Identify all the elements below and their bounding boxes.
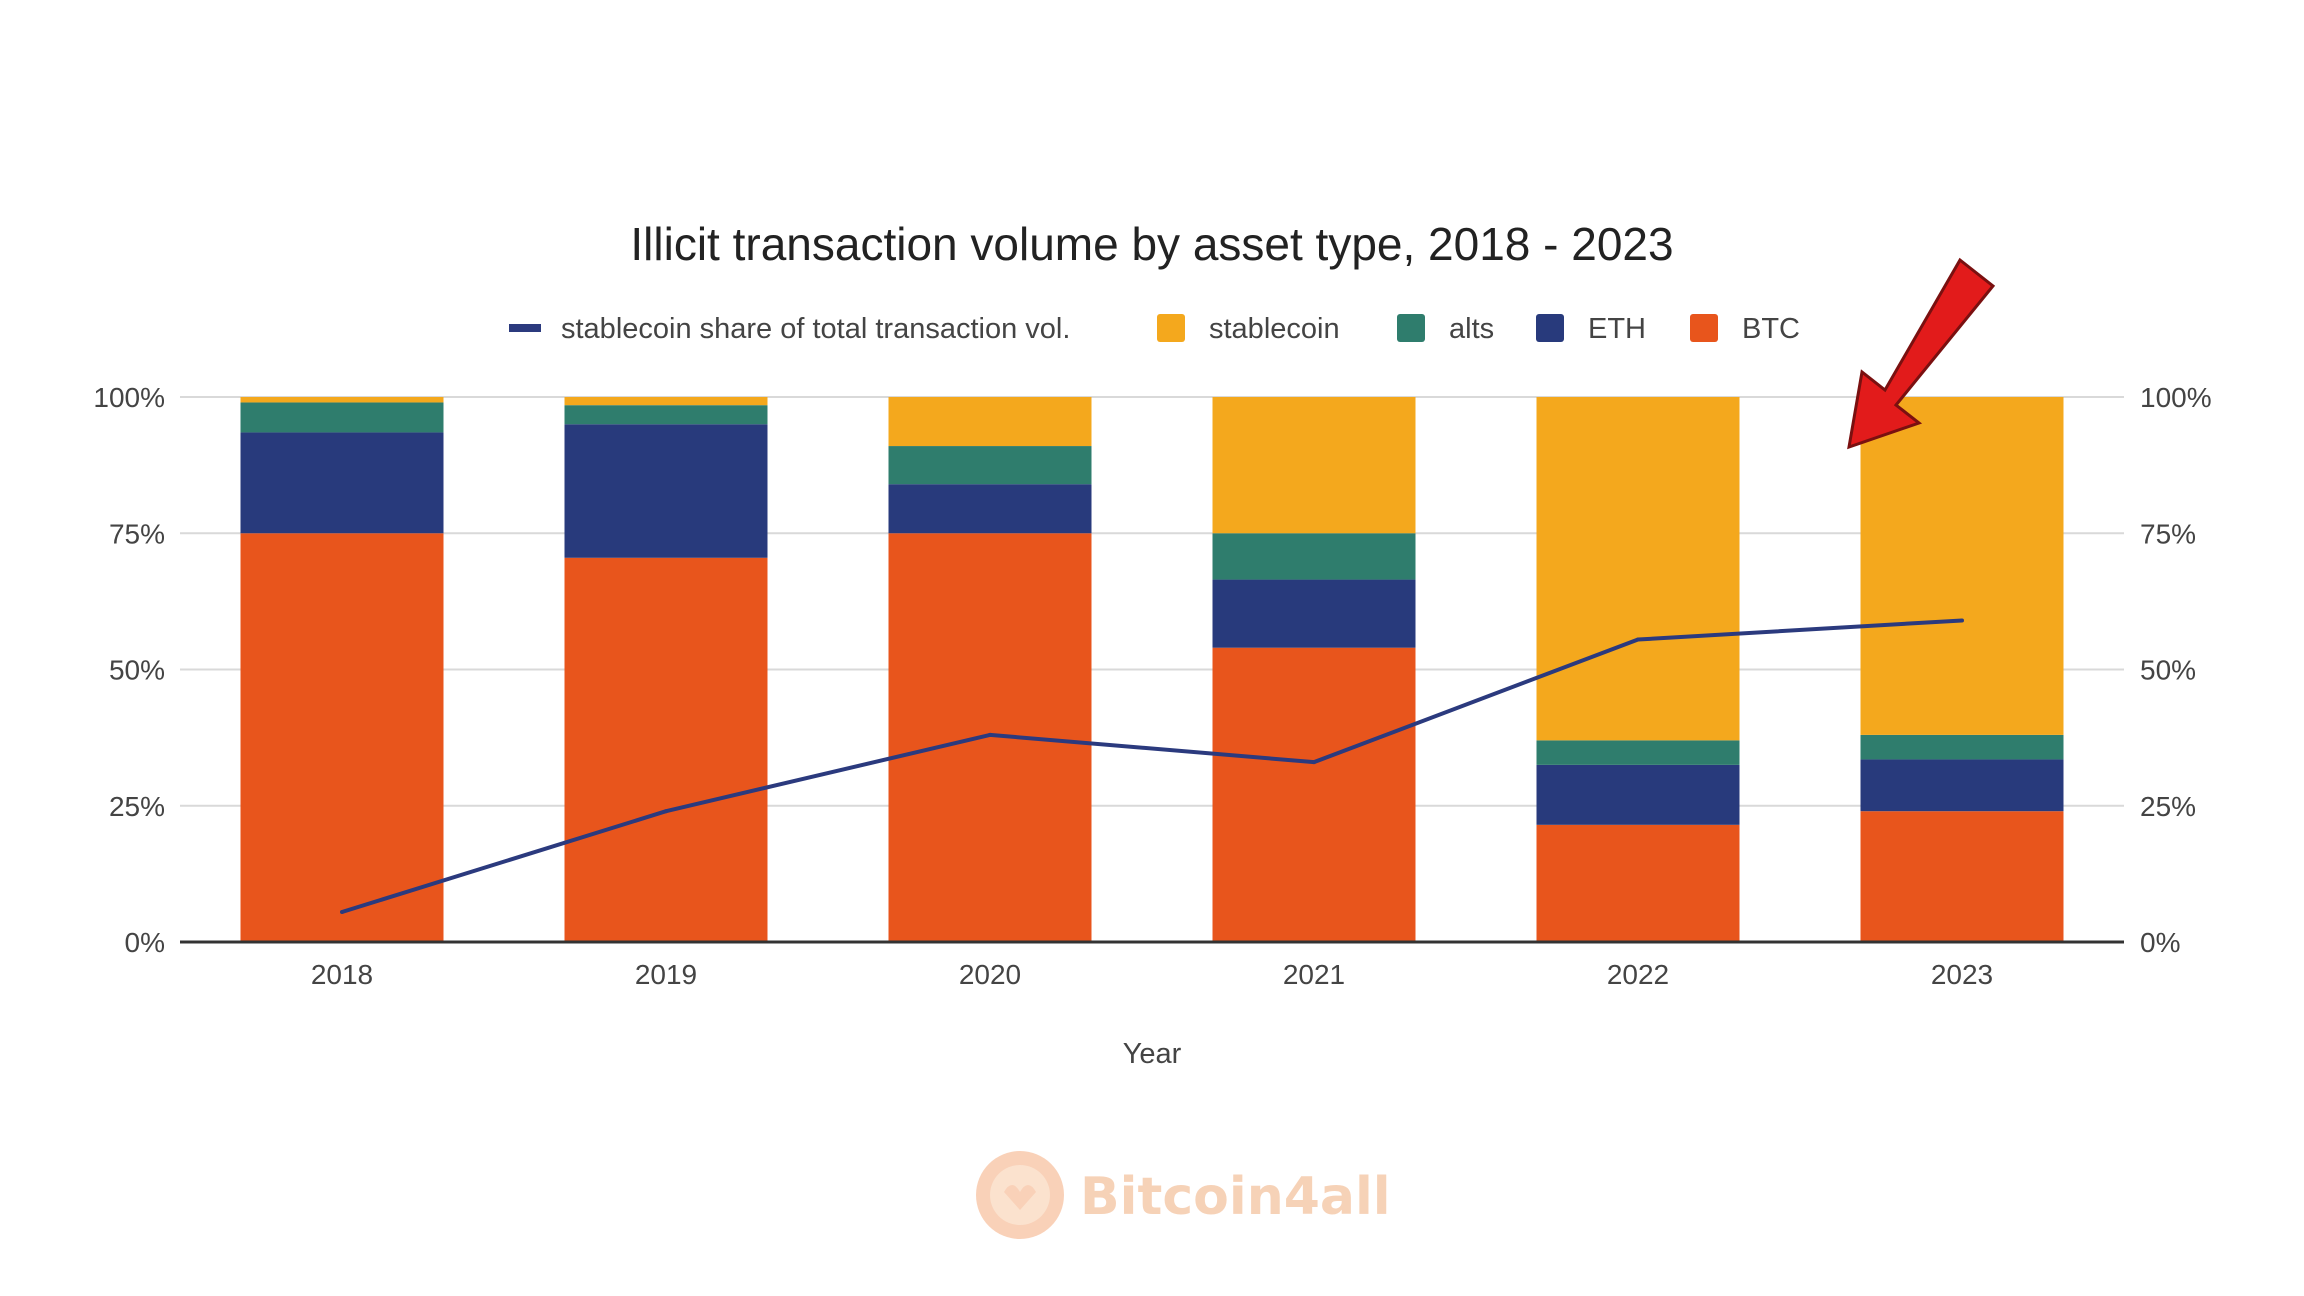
bar-segment-eth-2021 xyxy=(1212,579,1416,648)
bar-segment-stablecoin-2021 xyxy=(1212,397,1416,534)
legend-label: BTC xyxy=(1742,313,1800,345)
bar-segment-alts-2021 xyxy=(1212,533,1416,580)
y-tick-label-right: 100% xyxy=(2140,382,2212,413)
x-tick-label: 2020 xyxy=(959,959,1021,990)
legend-swatch-alts xyxy=(1397,314,1425,342)
watermark-text: Bitcoin4all xyxy=(1080,1167,1391,1227)
y-tick-label-right: 25% xyxy=(2140,791,2196,822)
legend-swatch-stablecoin xyxy=(1157,314,1185,342)
bar-segment-eth-2018 xyxy=(240,432,444,534)
x-axis-title: Year xyxy=(1123,1038,1182,1070)
watermark: Bitcoin4all xyxy=(976,1151,1391,1239)
y-tick-label-left: 75% xyxy=(109,518,165,549)
legend-label: ETH xyxy=(1588,313,1646,345)
bar-stack-group xyxy=(240,397,2064,942)
chart-axes: 0% 25% 50% 75% 100% 0% 25% 50% 75% 100% 2018 2019 20… xyxy=(93,382,2211,990)
bar-segment-btc-2022 xyxy=(1536,824,1740,942)
bar-segment-stablecoin-2023 xyxy=(1860,397,2064,735)
bar-segment-alts-2018 xyxy=(240,402,444,433)
legend-swatch-btc xyxy=(1690,314,1718,342)
bar-segment-eth-2023 xyxy=(1860,759,2064,812)
bar-segment-btc-2021 xyxy=(1212,647,1416,942)
bar-segment-eth-2022 xyxy=(1536,764,1740,825)
bar-segment-btc-2018 xyxy=(240,533,444,942)
y-tick-label-left: 0% xyxy=(125,927,165,958)
legend-label: alts xyxy=(1449,313,1494,345)
line-point xyxy=(664,809,668,814)
bar-segment-stablecoin-2022 xyxy=(1536,397,1740,741)
chart-legend: stablecoin share of total transaction vo… xyxy=(509,313,1800,345)
hands-coin-logo-icon xyxy=(976,1151,1064,1239)
red-arrow-icon xyxy=(1847,257,1996,450)
y-tick-label-left: 25% xyxy=(109,791,165,822)
line-point xyxy=(340,910,344,915)
bar-segment-alts-2019 xyxy=(564,405,768,425)
line-stablecoin-share xyxy=(341,618,1963,914)
y-tick-label-left: 100% xyxy=(93,382,165,413)
bar-segment-btc-2023 xyxy=(1860,811,2064,942)
bar-segment-stablecoin-2020 xyxy=(888,397,1092,447)
bar-segment-alts-2020 xyxy=(888,446,1092,485)
chart-title: Illicit transaction volume by asset type… xyxy=(630,218,1673,270)
line-point xyxy=(988,732,992,737)
y-tick-label-right: 75% xyxy=(2140,518,2196,549)
legend-swatch-line xyxy=(509,324,541,332)
y-tick-label-right: 50% xyxy=(2140,655,2196,686)
line-point xyxy=(1312,760,1316,765)
bar-segment-eth-2020 xyxy=(888,484,1092,534)
bar-segment-btc-2020 xyxy=(888,533,1092,942)
x-tick-label: 2019 xyxy=(635,959,697,990)
line-point xyxy=(1636,637,1640,642)
y-tick-label-right: 0% xyxy=(2140,927,2180,958)
y-tick-label-left: 50% xyxy=(109,655,165,686)
legend-label: stablecoin xyxy=(1209,313,1340,345)
legend-swatch-eth xyxy=(1536,314,1564,342)
bar-segment-alts-2023 xyxy=(1860,734,2064,760)
x-tick-label: 2022 xyxy=(1607,959,1669,990)
gridlines xyxy=(180,396,2124,807)
bar-segment-eth-2019 xyxy=(564,424,768,558)
stablecoin-share-line xyxy=(340,618,1964,915)
bar-segment-stablecoin-2018 xyxy=(240,397,444,403)
x-tick-label: 2023 xyxy=(1931,959,1993,990)
bar-segment-btc-2019 xyxy=(564,557,768,942)
line-point xyxy=(1960,618,1964,623)
x-tick-label: 2018 xyxy=(311,959,373,990)
bar-segment-stablecoin-2019 xyxy=(564,397,768,406)
legend-label: stablecoin share of total transaction vo… xyxy=(561,313,1070,345)
bar-segment-alts-2022 xyxy=(1536,740,1740,765)
x-tick-label: 2021 xyxy=(1283,959,1345,990)
